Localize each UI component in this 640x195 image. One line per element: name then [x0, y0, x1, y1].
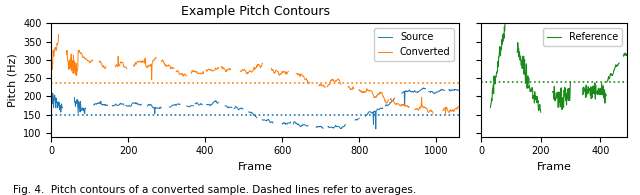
Legend: Source, Converted: Source, Converted [374, 28, 454, 61]
Line: Source: Source [51, 88, 459, 129]
Converted [241, 69, 249, 71]
Source [157, 106, 164, 108]
Source [73, 99, 81, 101]
Reference [623, 54, 631, 56]
Reference [550, 98, 557, 100]
Line: Reference: Reference [490, 24, 627, 112]
Title: Example Pitch Contours: Example Pitch Contours [180, 5, 330, 18]
Reference [615, 62, 623, 65]
Reference [590, 89, 598, 91]
Reference [561, 95, 568, 98]
Text: Fig. 4.  Pitch contours of a converted sample. Dashed lines refer to averages.: Fig. 4. Pitch contours of a converted sa… [13, 185, 416, 195]
Source [455, 89, 463, 91]
X-axis label: Frame: Frame [537, 162, 572, 172]
Source [205, 104, 213, 106]
Converted [159, 60, 167, 63]
Y-axis label: Pitch (Hz): Pitch (Hz) [7, 53, 17, 107]
X-axis label: Frame: Frame [238, 162, 273, 172]
Reference [623, 53, 630, 56]
Legend: Reference: Reference [543, 28, 622, 46]
Converted [47, 64, 55, 66]
Reference [563, 104, 570, 106]
Converted [205, 68, 213, 70]
Converted [73, 74, 81, 77]
Line: Converted: Converted [51, 35, 458, 113]
Source [47, 93, 55, 95]
